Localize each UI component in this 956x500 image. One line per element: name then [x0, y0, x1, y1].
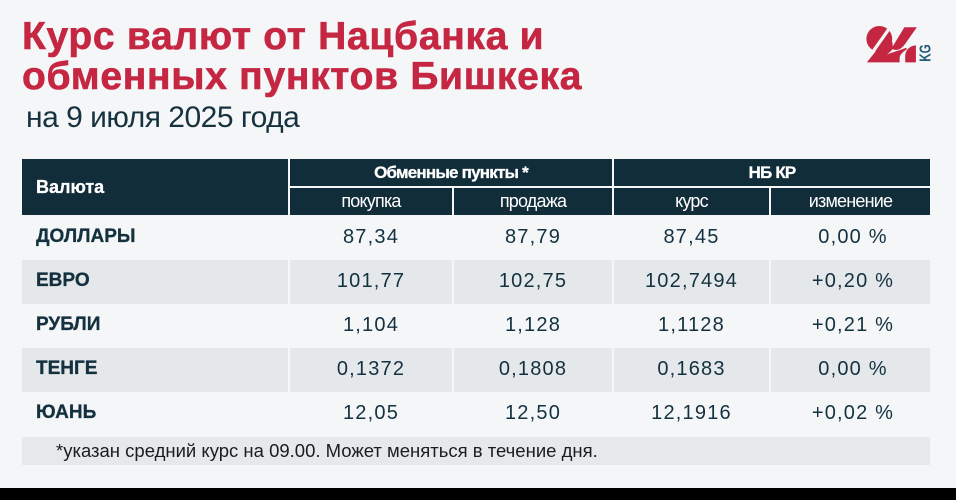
- svg-text:KG: KG: [918, 44, 932, 62]
